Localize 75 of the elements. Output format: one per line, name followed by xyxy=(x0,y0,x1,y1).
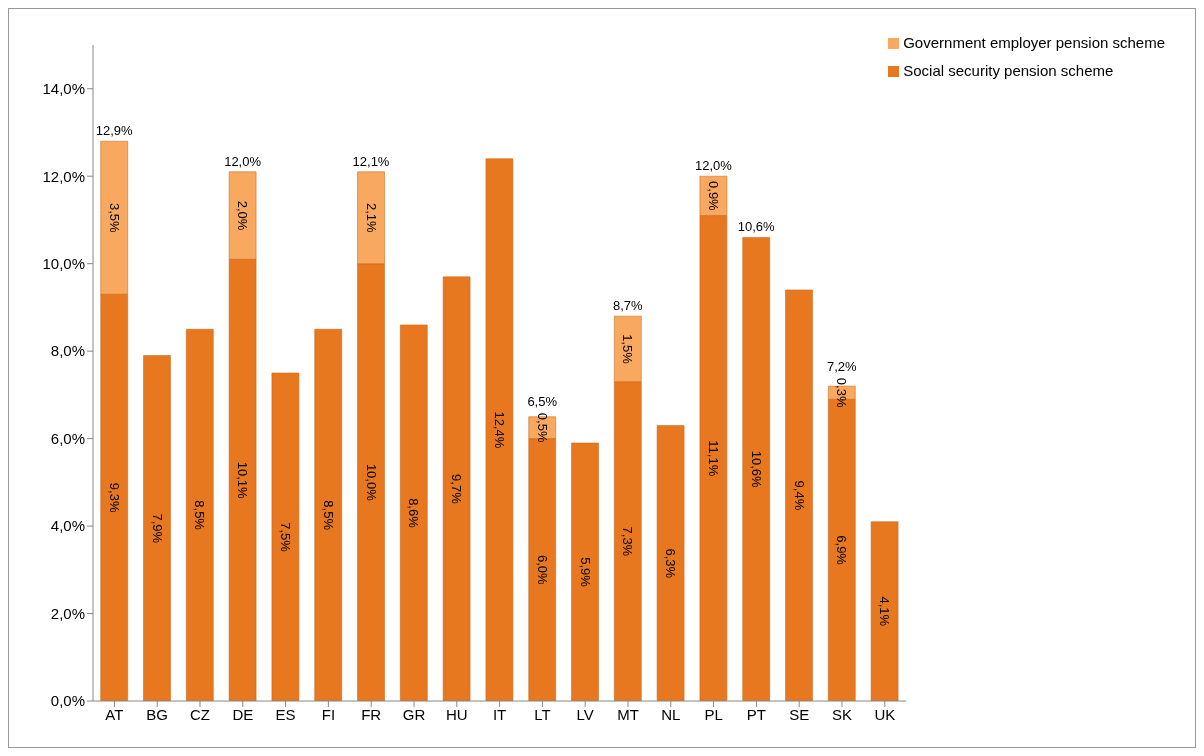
data-label: 10,6% xyxy=(748,450,764,489)
bar xyxy=(143,355,171,701)
data-label: 11,1% xyxy=(705,440,721,477)
total-label: 7,2% xyxy=(826,358,858,374)
data-label: 9,7% xyxy=(449,474,465,505)
data-label: 9,4% xyxy=(791,480,807,511)
legend-label: Government employer pension scheme xyxy=(903,33,1165,53)
bar xyxy=(314,329,342,701)
x-tick-label: IT xyxy=(492,705,507,723)
x-tick-label: GR xyxy=(402,705,426,723)
bar xyxy=(186,329,214,701)
legend-label: Social security pension scheme xyxy=(903,61,1114,81)
data-label: 7,3% xyxy=(620,526,636,557)
data-label: 9,3% xyxy=(106,482,122,513)
x-tick-label: SK xyxy=(832,705,853,723)
x-tick-label: AT xyxy=(105,705,124,723)
data-label: 0,9% xyxy=(705,181,721,212)
y-tick-label: 12,0% xyxy=(42,167,85,185)
total-label: 10,6% xyxy=(737,219,776,235)
data-label: 3,5% xyxy=(106,202,122,233)
x-tick-label: SE xyxy=(789,705,810,723)
x-tick-label: PT xyxy=(746,705,766,723)
data-label: 8,5% xyxy=(192,500,208,531)
total-label: 12,1% xyxy=(352,153,390,169)
x-tick-label: ES xyxy=(275,705,296,723)
x-tick-label: LT xyxy=(534,705,551,723)
bar xyxy=(485,158,514,701)
data-label: 10,1% xyxy=(235,461,251,500)
bar xyxy=(785,289,813,701)
bar xyxy=(442,276,471,701)
y-tick-label: 14,0% xyxy=(42,80,85,98)
y-tick-label: 8,0% xyxy=(50,342,85,360)
x-tick-label: LV xyxy=(576,705,594,723)
x-tick-label: PL xyxy=(704,705,723,723)
x-tick-label: BG xyxy=(146,705,169,723)
data-label: 2,0% xyxy=(235,200,251,231)
y-tick-label: 0,0% xyxy=(50,692,85,710)
x-tick-label: CZ xyxy=(190,705,210,723)
x-tick-label: FR xyxy=(361,705,382,723)
data-label: 6,3% xyxy=(663,548,679,579)
x-tick-label: UK xyxy=(874,705,896,723)
x-tick-label: MT xyxy=(617,705,639,723)
data-label: 6,9% xyxy=(834,535,850,566)
bar xyxy=(571,442,599,701)
x-tick-label: FI xyxy=(321,705,336,723)
y-tick-label: 6,0% xyxy=(50,429,85,447)
data-label: 4,1% xyxy=(877,596,893,627)
x-tick-label: HU xyxy=(445,705,468,723)
total-label: 12,0% xyxy=(694,158,733,174)
bar xyxy=(870,521,899,701)
total-label: 6,5% xyxy=(527,393,558,409)
data-label: 5,9% xyxy=(577,557,593,588)
data-label: 8,6% xyxy=(406,498,422,529)
bar xyxy=(656,425,685,701)
data-label: 6,0% xyxy=(534,554,550,586)
total-label: 12,0% xyxy=(224,153,262,169)
y-tick-label: 4,0% xyxy=(50,517,85,535)
total-label: 12,9% xyxy=(95,123,134,139)
data-label: 7,5% xyxy=(277,522,293,553)
bar xyxy=(271,372,300,701)
data-label: 12,4% xyxy=(491,411,507,449)
x-tick-label: DE xyxy=(232,705,254,723)
data-label: 0,5% xyxy=(534,412,550,443)
data-label: 2,1% xyxy=(363,202,379,233)
total-label: 8,7% xyxy=(612,298,644,314)
data-label: 7,9% xyxy=(149,513,165,544)
y-tick-label: 10,0% xyxy=(42,254,85,272)
y-tick-label: 2,0% xyxy=(50,604,85,622)
data-label: 0,3% xyxy=(834,377,850,408)
data-label: 8,5% xyxy=(320,500,336,531)
data-label: 10,0% xyxy=(363,463,379,502)
bar xyxy=(400,324,428,701)
x-tick-label: NL xyxy=(661,705,681,723)
data-label: 1,5% xyxy=(620,334,636,365)
bar xyxy=(742,237,770,701)
